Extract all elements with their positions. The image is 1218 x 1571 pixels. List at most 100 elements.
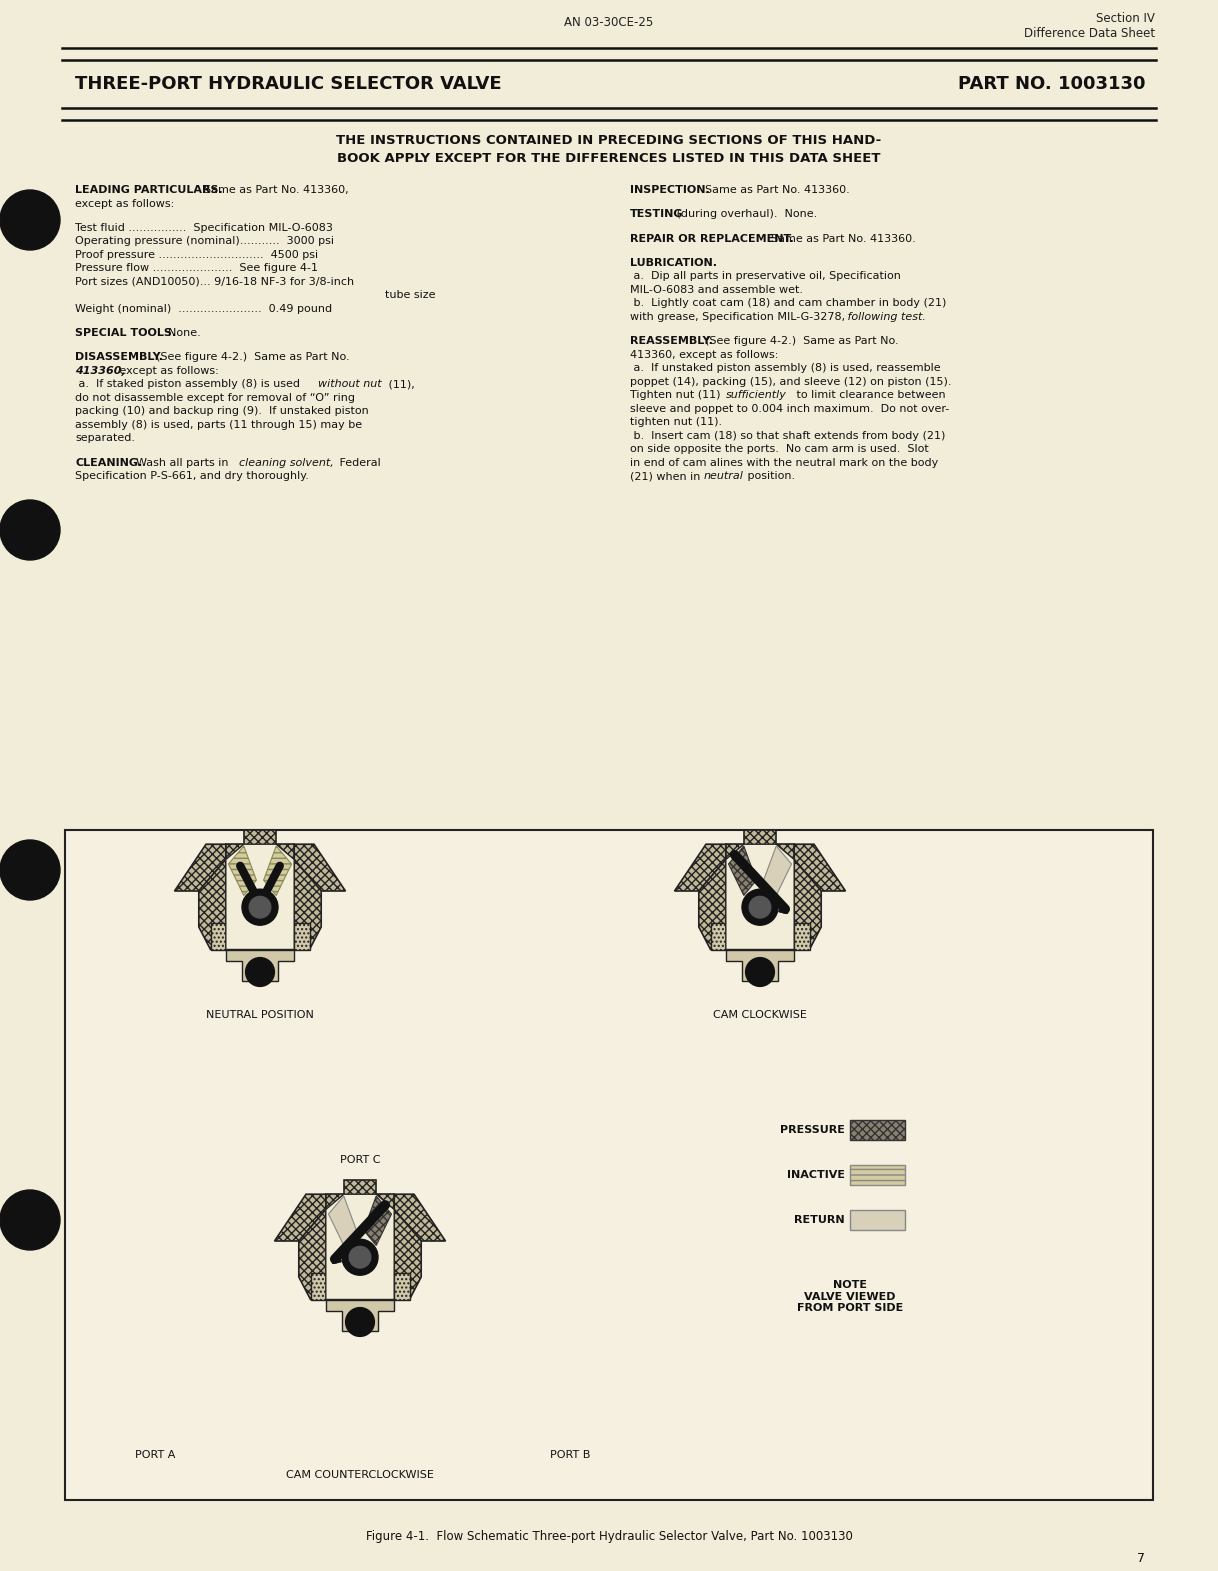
Text: Federal: Federal <box>336 457 381 468</box>
Polygon shape <box>329 1196 357 1246</box>
Text: REASSEMBLY.: REASSEMBLY. <box>630 336 713 346</box>
Polygon shape <box>794 844 845 891</box>
Text: Specification P-S-661, and dry thoroughly.: Specification P-S-661, and dry thoroughl… <box>76 471 309 481</box>
Text: 7: 7 <box>1136 1552 1145 1565</box>
Circle shape <box>0 1189 60 1251</box>
Text: 413360,: 413360, <box>76 366 125 375</box>
Polygon shape <box>728 847 756 895</box>
Polygon shape <box>325 1180 395 1210</box>
Text: except as follows:: except as follows: <box>116 366 219 375</box>
Text: AN 03-30CE-25: AN 03-30CE-25 <box>564 16 654 28</box>
Circle shape <box>742 889 778 925</box>
Text: following test.: following test. <box>844 313 926 322</box>
Text: NEUTRAL POSITION: NEUTRAL POSITION <box>206 1010 314 1020</box>
Text: PORT C: PORT C <box>340 1155 380 1166</box>
Text: except as follows:: except as follows: <box>76 198 174 209</box>
Bar <box>850 1120 905 1141</box>
Text: SPECIAL TOOLS.: SPECIAL TOOLS. <box>76 328 177 338</box>
Text: Proof pressure .............................  4500 psi: Proof pressure .........................… <box>76 250 318 259</box>
Circle shape <box>0 840 60 900</box>
Text: RETURN: RETURN <box>794 1214 845 1225</box>
Polygon shape <box>726 949 794 980</box>
Text: BOOK APPLY EXCEPT FOR THE DIFFERENCES LISTED IN THIS DATA SHEET: BOOK APPLY EXCEPT FOR THE DIFFERENCES LI… <box>337 151 881 165</box>
Polygon shape <box>274 1194 325 1241</box>
Text: LUBRICATION.: LUBRICATION. <box>630 258 717 269</box>
Text: (during overhaul).  None.: (during overhaul). None. <box>674 209 817 220</box>
Text: separated.: separated. <box>76 434 135 443</box>
Text: Pressure flow ......................  See figure 4-1: Pressure flow ...................... See… <box>76 264 318 273</box>
Circle shape <box>749 897 771 917</box>
Polygon shape <box>229 847 257 895</box>
Text: poppet (14), packing (15), and sleeve (12) on piston (15).: poppet (14), packing (15), and sleeve (1… <box>630 377 951 386</box>
Circle shape <box>0 190 60 250</box>
Text: CAM COUNTERCLOCKWISE: CAM COUNTERCLOCKWISE <box>286 1470 434 1480</box>
Bar <box>65 829 1153 1500</box>
Bar <box>794 922 810 949</box>
Text: CLEANING.: CLEANING. <box>76 457 143 468</box>
Polygon shape <box>675 844 726 891</box>
Text: Figure 4-1.  Flow Schematic Three-port Hydraulic Selector Valve, Part No. 100313: Figure 4-1. Flow Schematic Three-port Hy… <box>365 1530 853 1543</box>
Text: Wash all parts in: Wash all parts in <box>129 457 231 468</box>
Polygon shape <box>794 859 821 949</box>
Text: INACTIVE: INACTIVE <box>787 1170 845 1180</box>
Text: assembly (8) is used, parts (11 through 15) may be: assembly (8) is used, parts (11 through … <box>76 419 362 430</box>
Text: without nut: without nut <box>318 380 381 390</box>
Text: 413360, except as follows:: 413360, except as follows: <box>630 350 778 360</box>
Polygon shape <box>295 844 346 891</box>
Text: (See figure 4-2.)  Same as Part No.: (See figure 4-2.) Same as Part No. <box>149 352 350 363</box>
Text: b.  Insert cam (18) so that shaft extends from body (21): b. Insert cam (18) so that shaft extends… <box>630 430 945 441</box>
Text: tube size: tube size <box>385 291 436 300</box>
Text: Port sizes (AND10050)... 9/16-18 NF-3 for 3/8-inch: Port sizes (AND10050)... 9/16-18 NF-3 fo… <box>76 276 354 287</box>
Text: to limit clearance between: to limit clearance between <box>793 390 945 401</box>
Polygon shape <box>364 1196 391 1246</box>
Text: PORT A: PORT A <box>135 1450 175 1459</box>
Text: position.: position. <box>744 471 795 481</box>
Text: a.  Dip all parts in preservative oil, Specification: a. Dip all parts in preservative oil, Sp… <box>630 272 901 281</box>
Text: PART NO. 1003130: PART NO. 1003130 <box>957 75 1145 93</box>
Text: DISASSEMBLY.: DISASSEMBLY. <box>76 352 163 363</box>
Text: neutral: neutral <box>704 471 744 481</box>
Polygon shape <box>395 1210 421 1299</box>
Polygon shape <box>395 1194 446 1241</box>
Text: TESTING: TESTING <box>630 209 683 220</box>
Polygon shape <box>225 844 295 949</box>
Polygon shape <box>325 1299 395 1331</box>
Text: tighten nut (11).: tighten nut (11). <box>630 418 722 427</box>
Text: NOTE
VALVE VIEWED
FROM PORT SIDE: NOTE VALVE VIEWED FROM PORT SIDE <box>797 1280 903 1313</box>
Text: Same as Part No. 413360.: Same as Part No. 413360. <box>764 234 916 244</box>
Bar <box>211 922 225 949</box>
Text: LEADING PARTICULARS.: LEADING PARTICULARS. <box>76 185 223 195</box>
Polygon shape <box>263 847 291 895</box>
Polygon shape <box>726 829 794 859</box>
Circle shape <box>0 500 60 559</box>
Polygon shape <box>199 859 225 949</box>
Text: REPAIR OR REPLACEMENT.: REPAIR OR REPLACEMENT. <box>630 234 794 244</box>
Bar <box>395 1273 409 1299</box>
Text: do not disassemble except for removal of “O” ring: do not disassemble except for removal of… <box>76 393 354 402</box>
Polygon shape <box>174 844 225 891</box>
Text: a.  If unstaked piston assembly (8) is used, reassemble: a. If unstaked piston assembly (8) is us… <box>630 363 940 374</box>
Text: Same as Part No. 413360.: Same as Part No. 413360. <box>698 185 850 195</box>
Text: INSPECTION.: INSPECTION. <box>630 185 710 195</box>
Text: (See figure 4-2.)  Same as Part No.: (See figure 4-2.) Same as Part No. <box>698 336 899 346</box>
Text: sufficiently: sufficiently <box>726 390 787 401</box>
Bar <box>295 922 309 949</box>
Text: packing (10) and backup ring (9).  If unstaked piston: packing (10) and backup ring (9). If uns… <box>76 407 369 416</box>
Circle shape <box>745 958 775 987</box>
Circle shape <box>242 889 278 925</box>
Text: on side opposite the ports.  No cam arm is used.  Slot: on side opposite the ports. No cam arm i… <box>630 445 929 454</box>
Text: PRESSURE: PRESSURE <box>780 1125 845 1134</box>
Text: Same as Part No. 413360,: Same as Part No. 413360, <box>197 185 348 195</box>
Polygon shape <box>295 859 322 949</box>
Text: cleaning solvent,: cleaning solvent, <box>239 457 334 468</box>
Text: b.  Lightly coat cam (18) and cam chamber in body (21): b. Lightly coat cam (18) and cam chamber… <box>630 298 946 308</box>
Circle shape <box>246 958 274 987</box>
Polygon shape <box>225 829 295 859</box>
Circle shape <box>250 897 270 917</box>
Text: a.  If staked piston assembly (8) is used: a. If staked piston assembly (8) is used <box>76 380 303 390</box>
Polygon shape <box>699 859 726 949</box>
Text: None.: None. <box>161 328 201 338</box>
Polygon shape <box>726 844 794 949</box>
Bar <box>710 922 726 949</box>
Text: Weight (nominal)  .......................  0.49 pound: Weight (nominal) .......................… <box>76 303 333 314</box>
